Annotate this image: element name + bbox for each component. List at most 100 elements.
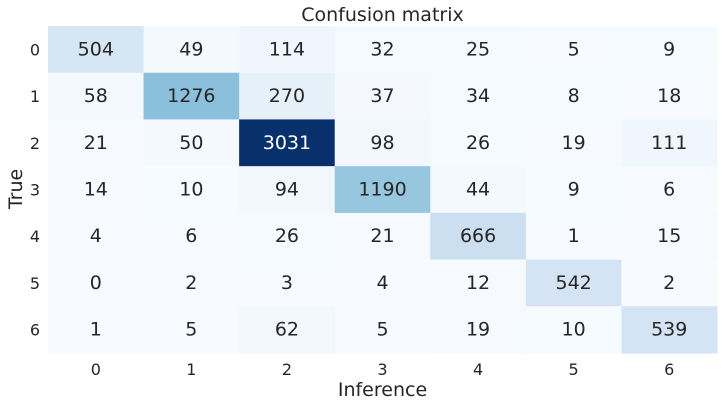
cell-value-5-5: 542: [556, 272, 592, 294]
cell-value-4-3: 21: [370, 225, 394, 247]
x-tick-labels: 0 1 2 3 4 5 6: [91, 360, 675, 379]
x-tick-label-2: 2: [282, 360, 292, 379]
heatmap-cell-5-4: [430, 259, 527, 307]
cell-value-3-6: 6: [663, 179, 675, 201]
heatmap-cell-2-0: [48, 119, 145, 167]
heatmap-cell-0-5: [525, 26, 622, 74]
cell-value-5-6: 2: [663, 272, 675, 294]
cell-value-6-3: 5: [376, 319, 388, 341]
heatmap-cell-5-0: [48, 259, 145, 307]
cell-value-0-4: 25: [466, 38, 490, 60]
cell-value-4-6: 15: [657, 225, 681, 247]
cell-value-0-3: 32: [370, 38, 394, 60]
cell-value-5-3: 4: [376, 272, 388, 294]
cell-value-5-2: 3: [281, 272, 293, 294]
heatmap-cell-0-0: [48, 26, 145, 74]
heatmap-cell-1-4: [430, 72, 527, 120]
y-tick-label-6: 6: [30, 321, 40, 340]
heatmap-cell-1-0: [48, 72, 145, 120]
x-tick-label-6: 6: [664, 360, 674, 379]
cell-value-3-5: 9: [568, 179, 580, 201]
heatmap-cell-2-6: [621, 119, 718, 167]
heatmap-cell-6-0: [48, 306, 145, 354]
heatmap-cell-0-1: [143, 26, 240, 74]
heatmap-cell-1-3: [334, 72, 431, 120]
y-axis-label: True: [5, 169, 27, 210]
cell-value-3-1: 10: [179, 179, 203, 201]
cell-value-3-3: 1190: [358, 179, 406, 201]
heatmap-cell-1-1: [143, 72, 240, 120]
cell-value-1-0: 58: [84, 85, 108, 107]
heatmap-cell-5-3: [334, 259, 431, 307]
heatmap-cell-4-0: [48, 212, 145, 261]
cell-value-3-0: 14: [84, 179, 108, 201]
cell-value-6-6: 539: [651, 319, 687, 341]
heatmap-cell-6-2: [239, 306, 336, 354]
heatmap-cell-0-2: [239, 26, 336, 74]
cell-value-1-3: 37: [370, 85, 394, 107]
cell-value-4-0: 4: [90, 225, 102, 247]
heatmap-cell-6-3: [334, 306, 431, 354]
cell-value-2-6: 111: [651, 132, 687, 154]
heatmap-cell-4-4: [430, 212, 527, 261]
heatmap-cell-5-6: [621, 259, 718, 307]
heatmap-cell-1-2: [239, 72, 336, 120]
cell-value-2-4: 26: [466, 132, 490, 154]
heatmap-cell-6-5: [525, 306, 622, 354]
heatmap-cell-3-2: [239, 166, 336, 214]
cell-value-0-1: 49: [179, 38, 203, 60]
cell-value-6-2: 62: [275, 319, 299, 341]
heatmap-cell-1-5: [525, 72, 622, 120]
y-tick-label-2: 2: [30, 134, 40, 153]
y-tick-label-3: 3: [30, 181, 40, 200]
cell-value-1-5: 8: [568, 85, 580, 107]
cell-value-0-5: 5: [568, 38, 580, 60]
heatmap-cell-5-2: [239, 259, 336, 307]
heatmap-cell-1-6: [621, 72, 718, 120]
heatmap-cell-3-4: [430, 166, 527, 214]
cell-value-5-1: 2: [185, 272, 197, 294]
heatmap-cell-3-6: [621, 166, 718, 214]
heatmap-cell-4-1: [143, 212, 240, 261]
heatmap-cell-5-1: [143, 259, 240, 307]
cell-value-2-5: 19: [562, 132, 586, 154]
heatmap-cell-6-1: [143, 306, 240, 354]
cell-value-6-0: 1: [90, 319, 102, 341]
y-tick-labels: 0 1 2 3 4 5 6: [30, 40, 40, 339]
cell-value-0-6: 9: [663, 38, 675, 60]
cell-value-0-0: 504: [78, 38, 114, 60]
x-tick-label-4: 4: [473, 360, 483, 379]
heatmap-cell-3-5: [525, 166, 622, 214]
cell-value-4-2: 26: [275, 225, 299, 247]
heatmap-cell-2-2: [239, 119, 336, 167]
y-tick-label-5: 5: [30, 274, 40, 293]
cell-value-2-3: 98: [370, 132, 394, 154]
heatmap-cell-4-6: [621, 212, 718, 261]
y-tick-label-0: 0: [30, 40, 40, 59]
x-tick-label-3: 3: [377, 360, 387, 379]
heatmap-cell-3-3: [334, 166, 431, 214]
cell-value-6-1: 5: [185, 319, 197, 341]
y-tick-label-4: 4: [30, 227, 40, 246]
heatmap-cell-0-6: [621, 26, 718, 74]
heatmap-cell-2-5: [525, 119, 622, 167]
heatmap-cell-3-0: [48, 166, 145, 214]
heatmap-cell-3-1: [143, 166, 240, 214]
cell-value-1-1: 1276: [167, 85, 215, 107]
chart-title: Confusion matrix: [301, 4, 463, 26]
cell-value-2-0: 21: [84, 132, 108, 154]
x-tick-label-5: 5: [569, 360, 579, 379]
cell-value-3-2: 94: [275, 179, 299, 201]
cell-value-4-4: 666: [460, 225, 496, 247]
y-tick-label-1: 1: [30, 87, 40, 106]
heatmap-cell-4-5: [525, 212, 622, 261]
heatmap-cell-2-1: [143, 119, 240, 167]
cell-value-2-2: 3031: [263, 132, 311, 154]
cell-value-4-1: 6: [185, 225, 197, 247]
cell-value-3-4: 44: [466, 179, 490, 201]
x-axis-label: Inference: [338, 379, 427, 401]
heatmap-cell-6-4: [430, 306, 527, 354]
heatmap-cell-2-3: [334, 119, 431, 167]
